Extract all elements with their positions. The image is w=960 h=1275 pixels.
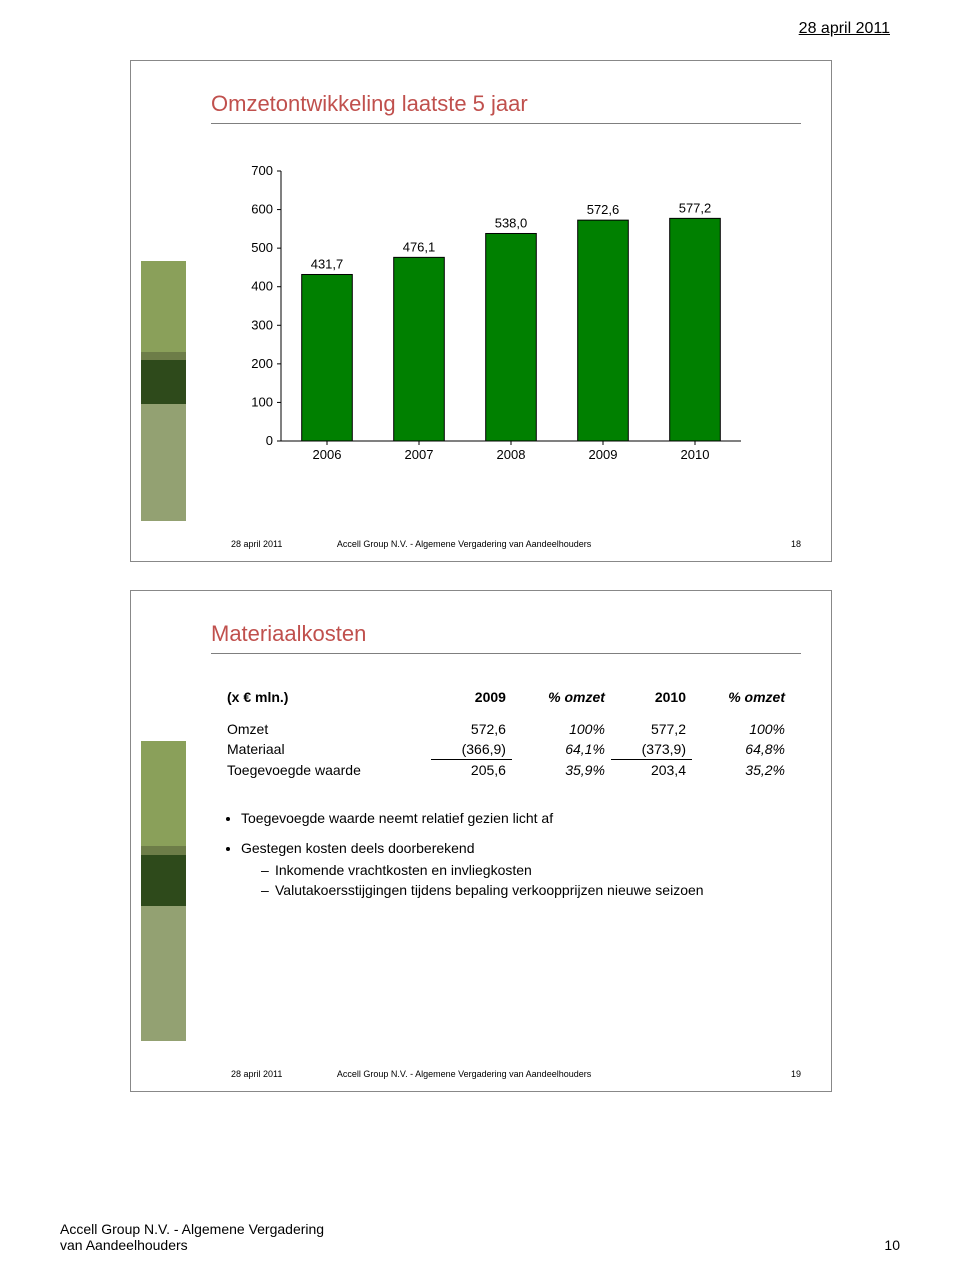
svg-text:600: 600 [251,202,273,217]
slide-2-footer-num: 19 [791,1069,801,1079]
table-row: Materiaal (366,9) 64,1% (373,9) 64,8% [221,739,791,760]
bullet-2-text: Gestegen kosten deels doorberekend [241,840,475,856]
material-cost-table: (x € mln.) 2009 % omzet 2010 % omzet Omz… [221,687,791,780]
svg-text:700: 700 [251,163,273,178]
slide-1: Omzetontwikkeling laatste 5 jaar 0 100 200… [130,60,832,562]
slide-2-footer-date: 28 april 2011 [231,1069,282,1079]
revenue-chart: 0 100 200 300 400 500 600 700 431,7 2006 476,1 2007… [231,141,751,471]
svg-text:577,2: 577,2 [679,200,712,215]
slide-1-footer-text: Accell Group N.V. - Algemene Vergadering… [337,539,591,549]
page-footer-line-1: Accell Group N.V. - Algemene Vergadering [60,1221,900,1237]
slide-2-footer-text: Accell Group N.V. - Algemene Vergadering… [337,1069,591,1079]
svg-text:476,1: 476,1 [403,239,436,254]
cell-p2009: 100% [512,719,611,739]
svg-text:2006: 2006 [313,447,342,462]
cell-label: Toegevoegde waarde [221,760,431,781]
cell-2009: (366,9) [431,739,512,760]
bullet-2-sub-1: Inkomende vrachtkosten en invliegkosten [261,862,791,878]
cell-label: Omzet [221,719,431,739]
cell-2009: 205,6 [431,760,512,781]
bullet-2: Gestegen kosten deels doorberekend Inkom… [241,840,791,898]
svg-text:100: 100 [251,394,273,409]
slide-1-title-block: Omzetontwikkeling laatste 5 jaar [211,91,801,124]
cell-p2010: 64,8% [692,739,791,760]
svg-text:2008: 2008 [497,447,526,462]
svg-text:400: 400 [251,279,273,294]
table-row: Omzet 572,6 100% 577,2 100% [221,719,791,739]
table-header-label: (x € mln.) [221,687,431,707]
svg-text:200: 200 [251,356,273,371]
slide-1-title: Omzetontwikkeling laatste 5 jaar [211,91,801,117]
svg-text:500: 500 [251,240,273,255]
slide-2-footer: 28 april 2011 Accell Group N.V. - Algeme… [231,1069,801,1079]
svg-text:0: 0 [266,433,273,448]
slide-2: Materiaalkosten (x € mln.) 2009 % omzet … [130,590,832,1092]
page-footer: Accell Group N.V. - Algemene Vergadering… [60,1221,900,1253]
cell-2010: 203,4 [611,760,692,781]
bullet-2-sub-2: Valutakoersstijgingen tijdens bepaling v… [261,882,791,898]
cell-2009: 572,6 [431,719,512,739]
svg-text:2009: 2009 [589,447,618,462]
bullet-list: Toegevoegde waarde neemt relatief gezien… [221,810,791,898]
chart-svg: 0 100 200 300 400 500 600 700 431,7 2006 476,1 2007… [231,141,751,471]
svg-text:300: 300 [251,317,273,332]
cell-2010: 577,2 [611,719,692,739]
bullet-1: Toegevoegde waarde neemt relatief gezien… [241,810,791,826]
cell-label: Materiaal [221,739,431,760]
svg-text:2007: 2007 [405,447,434,462]
col-p2010: % omzet [692,687,791,707]
svg-text:431,7: 431,7 [311,256,344,271]
side-photo-strip [141,741,186,1041]
side-photo-strip [141,261,186,521]
table-header-row: (x € mln.) 2009 % omzet 2010 % omzet [221,687,791,707]
svg-text:538,0: 538,0 [495,215,528,230]
cell-2010: (373,9) [611,739,692,760]
svg-text:2010: 2010 [681,447,710,462]
slide-2-rule [211,653,801,654]
table-row: Toegevoegde waarde 205,6 35,9% 203,4 35,… [221,760,791,781]
cell-p2010: 100% [692,719,791,739]
slide-1-footer-num: 18 [791,539,801,549]
page: 28 april 2011 Omzetontwikkeling laatste … [0,0,960,1275]
slide-1-rule [211,123,801,124]
slide-2-title-block: Materiaalkosten [211,621,801,654]
slide-1-footer: 28 april 2011 Accell Group N.V. - Algeme… [231,539,801,549]
cell-p2010: 35,2% [692,760,791,781]
col-2010: 2010 [611,687,692,707]
slide-2-title: Materiaalkosten [211,621,801,647]
page-header-date: 28 april 2011 [799,20,890,38]
page-footer-line-2: van Aandeelhouders [60,1237,188,1253]
col-p2009: % omzet [512,687,611,707]
cell-p2009: 64,1% [512,739,611,760]
cell-p2009: 35,9% [512,760,611,781]
page-number: 10 [884,1237,900,1253]
svg-text:572,6: 572,6 [587,202,620,217]
table-row [221,707,791,719]
slide-2-content: (x € mln.) 2009 % omzet 2010 % omzet Omz… [221,687,791,912]
slide-1-footer-date: 28 april 2011 [231,539,282,549]
col-2009: 2009 [431,687,512,707]
